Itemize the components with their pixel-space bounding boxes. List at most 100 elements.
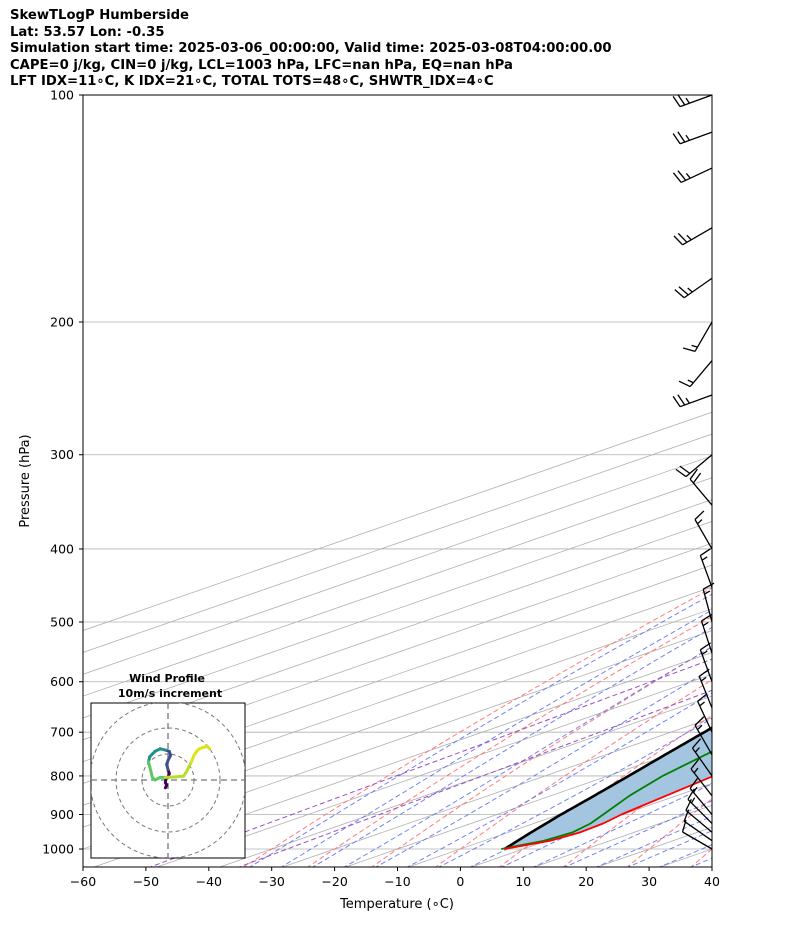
wind-barb-flag — [677, 394, 686, 406]
wind-barb-flag — [679, 465, 691, 474]
y-tick-label: 400 — [50, 541, 74, 556]
dry-adiabat-line — [243, 587, 712, 867]
wind-barb-staff — [685, 454, 713, 478]
moist-adiabat-line — [374, 668, 712, 867]
wind-barb-half — [693, 767, 699, 774]
y-tick-label: 200 — [50, 314, 74, 329]
wind-barb-staff — [699, 555, 713, 588]
wind-barb-half — [704, 590, 711, 595]
isotherm-line — [83, 411, 712, 632]
cape-shading — [504, 727, 712, 849]
isotherm-line — [83, 630, 712, 850]
wind-barb — [672, 94, 713, 108]
x-tick-label: −60 — [70, 874, 96, 889]
wind-barb-half — [702, 621, 709, 627]
x-axis-label: Temperature (∘C) — [339, 897, 454, 912]
x-tick-label: 0 — [456, 874, 464, 889]
moist-adiabat-line — [437, 717, 712, 867]
wind-barb-flag — [672, 133, 681, 145]
y-tick-label: 800 — [50, 768, 74, 783]
dry-adiabat-line — [307, 615, 712, 867]
wind-barb-half — [685, 172, 691, 179]
y-tick-label: 1000 — [42, 842, 74, 857]
wind-barb-half — [694, 747, 700, 753]
wind-barb — [690, 758, 713, 797]
mixing-ratio-line — [148, 658, 712, 867]
parcel-path-line — [503, 726, 712, 851]
wind-barb-flag — [677, 131, 686, 143]
isotherm-line — [470, 783, 712, 867]
x-tick-label: −40 — [196, 874, 222, 889]
wind-barbs — [672, 94, 715, 850]
y-tick-label: 300 — [50, 447, 74, 462]
hodograph-segment — [163, 775, 178, 779]
wind-barb-flag — [677, 94, 686, 106]
moist-adiabat-line — [563, 800, 712, 867]
wind-barb-half — [697, 519, 703, 525]
wind-barb-staff — [697, 701, 713, 733]
wind-barb-staff — [685, 809, 713, 833]
location-line: Lat: 53.57 Lon: -0.35 — [10, 24, 165, 40]
wind-barb-flag — [674, 289, 685, 299]
hodograph-title: Wind Profile — [129, 672, 205, 685]
cape-area — [504, 727, 712, 849]
wind-barb-flag — [700, 548, 711, 557]
isotherm-line — [83, 608, 712, 828]
moist-adiabat-line — [311, 626, 712, 867]
wind-barb — [689, 468, 713, 506]
wind-barb-staff — [698, 676, 713, 709]
y-tick-label: 100 — [50, 88, 74, 103]
wind-barb-staff — [683, 820, 713, 842]
wind-barb-staff — [699, 649, 713, 682]
wind-barb — [687, 788, 713, 824]
wind-barb-staff — [679, 394, 713, 408]
wind-barb — [672, 167, 713, 184]
wind-barb — [672, 131, 713, 145]
isotherm-line — [218, 695, 712, 867]
wind-barb-half — [699, 701, 705, 707]
x-tick-label: −50 — [133, 874, 159, 889]
isotherm-line — [83, 455, 712, 675]
wind-barb — [672, 394, 713, 408]
moist-adiabat-line — [343, 646, 712, 867]
wind-barb-staff — [694, 725, 713, 756]
dry-adiabat-line — [754, 78, 794, 868]
pressure-axis: 1000 900 800 700 600 500 400 300 200 100 — [42, 88, 83, 857]
dewpoint-line — [501, 750, 712, 850]
wind-barb-staff — [689, 788, 713, 815]
wind-barb-half — [697, 724, 703, 731]
wind-barb-half — [690, 797, 696, 804]
wind-barb-half — [700, 676, 707, 682]
x-tick-label: 10 — [515, 874, 531, 889]
wind-barb-staff — [680, 167, 713, 184]
wind-barb-flag — [672, 396, 681, 408]
chart-title: SkewTLogP Humberside — [10, 8, 190, 23]
wind-barb-flag — [677, 170, 687, 181]
wind-barb-flag — [692, 738, 702, 749]
wind-barb — [675, 454, 713, 478]
chart-title-block: SkewTLogP Humberside Lat: 53.57 Lon: -0.… — [10, 8, 780, 91]
dry-adiabat-line — [498, 714, 712, 867]
wind-barb-half — [685, 134, 690, 141]
wind-barb-staff — [679, 94, 713, 108]
wind-barb-flag — [687, 788, 695, 800]
x-tick-label: −20 — [321, 874, 347, 889]
dry-adiabat-line — [434, 679, 712, 867]
wind-barb-flag — [673, 235, 684, 246]
dry-adiabat-line — [370, 646, 712, 867]
x-tick-label: 20 — [578, 874, 594, 889]
wind-barb-flag — [694, 510, 705, 520]
moist-adiabat-line — [280, 609, 712, 867]
isotherm-line — [83, 433, 712, 653]
wind-barb-half — [687, 287, 693, 293]
wind-barb-half — [692, 786, 698, 793]
wind-barb-staff — [679, 131, 713, 145]
wind-barb-flag — [672, 96, 681, 107]
hodograph-inset: Wind Profile 10m/s increment — [90, 672, 246, 859]
wind-barb — [682, 321, 713, 353]
wind-barb — [694, 716, 713, 756]
temperature-axis: −60 −50 −40 −30 −20 −10 0 10 20 30 40 — [70, 867, 720, 889]
wind-barb-staff — [683, 277, 713, 299]
mixing-ratio-line — [237, 689, 712, 867]
wind-barb-flag — [678, 380, 691, 388]
